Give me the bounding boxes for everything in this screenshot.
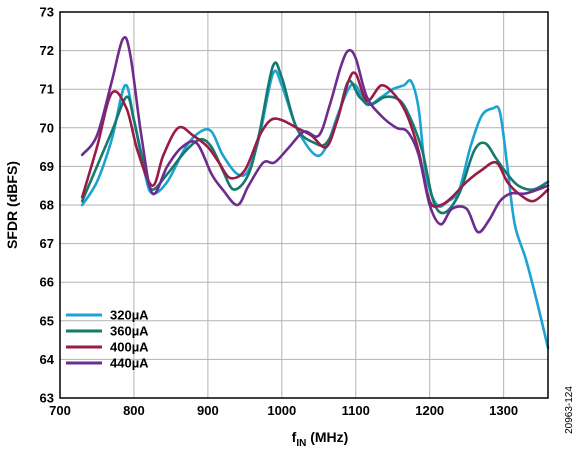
y-tick-label: 72 (40, 43, 54, 58)
x-axis-label-subscript: IN (296, 438, 306, 449)
legend-label: 400µA (110, 340, 149, 355)
figure-id: 20963-124 (564, 386, 575, 434)
y-tick-label: 70 (40, 120, 54, 135)
legend-label: 320µA (110, 308, 149, 323)
x-axis-label-main: f (292, 429, 297, 445)
series-line-3 (80, 71, 550, 208)
x-tick-label: 1200 (415, 403, 444, 418)
x-tick-label: 1300 (489, 403, 518, 418)
x-axis-label-unit: (MHz) (306, 429, 348, 445)
y-tick-labels: 63 64 65 66 67 68 69 70 71 72 73 (40, 5, 55, 406)
x-tick-label: 800 (123, 403, 145, 418)
series-line-4 (80, 35, 550, 234)
y-tick-label: 67 (40, 236, 54, 251)
x-tick-label: 700 (49, 403, 71, 418)
y-tick-label: 63 (40, 391, 54, 406)
y-tick-label: 64 (40, 352, 55, 367)
series-lines (80, 35, 550, 350)
y-tick-label: 73 (40, 5, 54, 20)
y-tick-label: 71 (40, 82, 54, 97)
y-tick-label: 69 (40, 159, 54, 174)
x-axis-label: fIN (MHz) (292, 429, 349, 449)
series-line-1 (80, 69, 550, 350)
x-tick-label: 1000 (267, 403, 296, 418)
x-tick-label: 1100 (342, 403, 370, 418)
y-tick-label: 68 (40, 198, 54, 213)
y-axis-label: SFDR (dBFS) (4, 161, 20, 249)
legend-label: 360µA (110, 324, 149, 339)
y-tick-label: 66 (40, 275, 54, 290)
y-tick-label: 65 (40, 313, 54, 328)
legend-label: 440µA (110, 356, 149, 371)
x-tick-label: 900 (197, 403, 219, 418)
plot-frame (59, 11, 549, 399)
x-tick-labels: 700 800 900 1000 1100 1200 1300 (49, 403, 518, 418)
